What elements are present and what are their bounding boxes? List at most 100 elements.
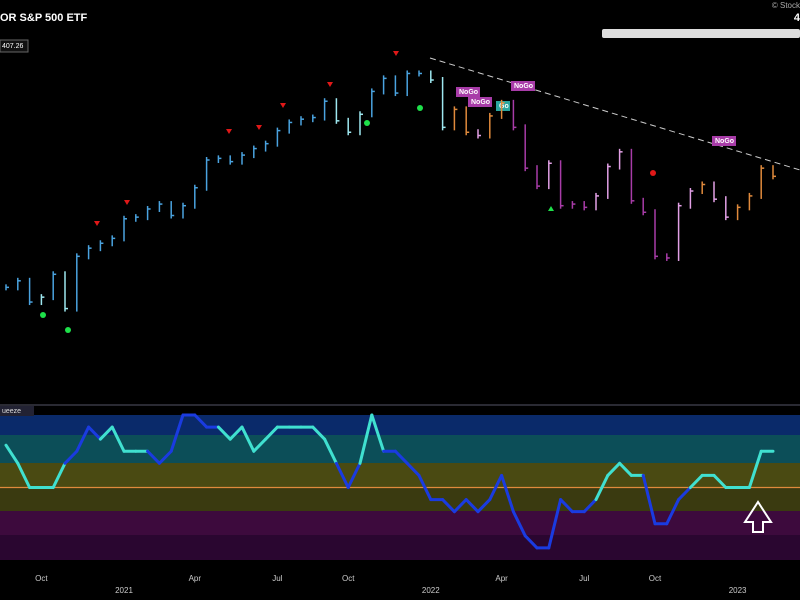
- oscillator-segment: [488, 473, 504, 502]
- oscillator-segment: [464, 498, 480, 514]
- price-bar: [205, 157, 210, 191]
- price-bar: [559, 160, 564, 209]
- oscillator-segment: [523, 534, 539, 550]
- price-bar: [87, 245, 92, 260]
- signal-dot: [40, 312, 46, 318]
- tag: NoGo: [459, 89, 478, 96]
- oscillator-segment: [500, 473, 515, 514]
- oscillator-bands: [0, 415, 800, 560]
- signal-dot: [364, 120, 370, 126]
- price-bar: [630, 148, 635, 204]
- price-bar: [607, 163, 611, 199]
- x-tick-label: 2023: [729, 586, 747, 595]
- tag: NoGo: [471, 99, 490, 106]
- price-bar: [666, 253, 670, 261]
- price-bar: [123, 215, 127, 242]
- price-bar: [465, 106, 470, 136]
- oscillator-segment: [16, 461, 32, 489]
- price-bar: [253, 145, 257, 159]
- price-bar: [677, 202, 682, 261]
- price-box: [0, 39, 29, 53]
- signal-dot: [650, 170, 656, 176]
- price-bar: [76, 253, 80, 312]
- oscillator-segment: [311, 425, 327, 441]
- price-bar: [453, 106, 458, 131]
- trend-line: [429, 57, 800, 171]
- oscillator-segment: [547, 498, 563, 550]
- price-bar: [418, 70, 422, 77]
- chart-title: OR S&P 500 ETF: [0, 12, 87, 24]
- price-bar: [701, 181, 706, 195]
- oscillator-segment: [747, 449, 763, 489]
- price-bar: [335, 98, 340, 124]
- price-bar: [489, 112, 493, 139]
- x-tick-label: Apr: [189, 574, 202, 583]
- price-bar: [182, 202, 186, 219]
- oscillator-segment: [346, 461, 362, 489]
- price-bar: [772, 165, 776, 180]
- price-bar: [748, 192, 753, 211]
- oscillator-segment: [476, 498, 492, 514]
- price-bar: [642, 197, 647, 216]
- price-bar: [40, 294, 45, 306]
- price-bar: [312, 114, 316, 123]
- signal-dot: [65, 327, 71, 333]
- price-bar: [264, 140, 269, 152]
- x-tick-label: Jul: [579, 574, 589, 583]
- price-bar: [689, 188, 694, 209]
- price-bar: [28, 277, 33, 306]
- price-bar: [736, 204, 741, 221]
- price-bar: [5, 284, 9, 291]
- price-bar: [371, 88, 375, 118]
- indicator-title: ueeze: [2, 408, 21, 415]
- x-tick-label: 2022: [422, 586, 440, 595]
- x-tick-label: Jul: [272, 574, 282, 583]
- price-bar: [17, 277, 21, 291]
- oscillator-segment: [370, 413, 386, 453]
- oscillator-segment: [641, 473, 657, 526]
- price-bar: [654, 209, 658, 260]
- x-tick-label: Oct: [342, 574, 355, 583]
- oscillator-segment: [146, 449, 161, 465]
- oscillator-segment: [511, 510, 527, 538]
- oscillator-segment: [63, 449, 79, 465]
- price-bar: [52, 271, 57, 301]
- price-bar: [441, 77, 446, 131]
- oscillator-segment: [51, 461, 67, 489]
- signal-triangle: [548, 206, 554, 211]
- oscillator-segment: [417, 473, 433, 502]
- oscillator-segment: [582, 498, 598, 514]
- oscillator-segment: [606, 461, 622, 477]
- oscillator-segment: [712, 473, 728, 489]
- oscillator-segment: [594, 473, 610, 502]
- price-bar: [536, 165, 540, 190]
- price-bar: [323, 98, 328, 121]
- price-bar: [288, 119, 293, 134]
- price-bar: [713, 181, 717, 203]
- indicator-label-box: [0, 406, 34, 416]
- oscillator-segment: [87, 425, 102, 441]
- oscillator-segment: [323, 437, 338, 465]
- scroll-bar[interactable]: [602, 29, 800, 38]
- price-bar: [276, 127, 281, 147]
- oscillator-segment: [110, 425, 126, 453]
- signal-dot: [417, 105, 423, 111]
- price-bar: [135, 214, 139, 222]
- tag: Go: [499, 103, 509, 110]
- price-bar: [571, 201, 576, 209]
- price-bar: [382, 75, 387, 95]
- oscillator-segment: [4, 443, 20, 465]
- oscillator-segment: [334, 461, 350, 489]
- price-bar: [512, 99, 517, 131]
- price-bar: [347, 117, 352, 136]
- oscillator-segment: [665, 498, 681, 526]
- oscillator-segment: [393, 449, 409, 465]
- oscillator-segment: [228, 425, 244, 441]
- price-bar: [194, 184, 198, 209]
- x-tick-label: Apr: [495, 574, 508, 583]
- price-bar: [595, 192, 599, 211]
- price-bar: [229, 155, 234, 165]
- credit: © Stock: [772, 1, 800, 10]
